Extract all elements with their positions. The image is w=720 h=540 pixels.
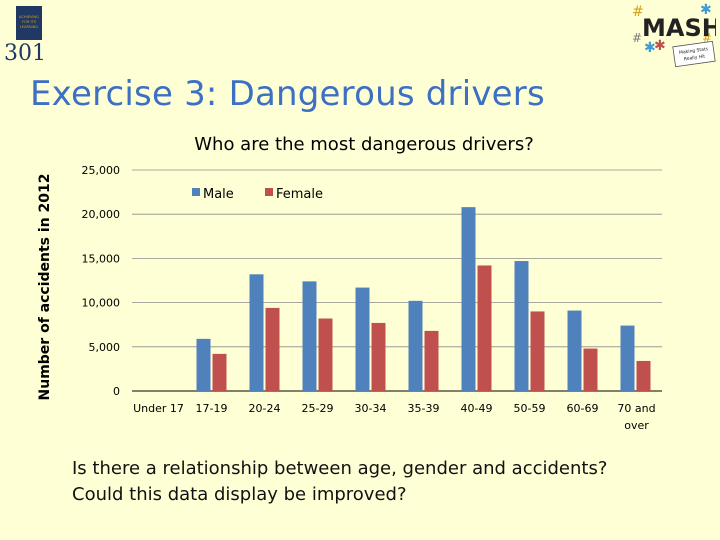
legend-swatch-male (192, 188, 200, 196)
x-axis-ticks: Under 17 17-19 20-24 25-29 30-34 35-39 40-49 50… (133, 402, 656, 432)
logo-small-1: Making Stats (679, 46, 709, 56)
logo-text-1: ACHIEVING (19, 15, 39, 19)
x-tick-label: 17-19 (196, 402, 228, 415)
logo-301: ACHIEVING FOR ITS LEARNING 301 (4, 6, 46, 66)
bar-male-60-69 (567, 310, 582, 391)
bar-female-30-34 (371, 322, 386, 391)
y-tick-label: 0 (113, 385, 120, 398)
y-tick-label: 25,000 (82, 164, 121, 177)
bar-female-20-24 (265, 307, 280, 391)
question-relationship: Is there a relationship between age, gen… (72, 458, 608, 479)
logo-small-2: Really Hit (684, 53, 706, 62)
logo-badge (16, 6, 42, 40)
hash-icon-3: # (702, 31, 712, 45)
logo-number: 301 (4, 41, 46, 66)
bar-male-70-and-over (620, 325, 635, 391)
logo-text-2: FOR ITS (22, 20, 37, 24)
bar-female-70-and-over (636, 360, 651, 391)
bar-female-40-49 (477, 265, 492, 391)
y-axis-label: Number of accidents in 2012 (37, 174, 53, 401)
x-tick-label: 60-69 (567, 402, 599, 415)
bar-male-30-34 (355, 287, 370, 391)
y-tick-label: 5,000 (89, 341, 121, 354)
x-tick-label: 70 and over (617, 402, 655, 432)
logo-word: MASH (642, 14, 716, 42)
asterisk-icon-3: ✱ (644, 40, 656, 56)
x-tick-label: 30-34 (355, 402, 387, 415)
bar-female-25-29 (318, 318, 333, 391)
x-tick-label: Under 17 (133, 402, 184, 415)
hash-icon-2: # (632, 31, 642, 45)
y-axis-ticks: 0 5,000 10,000 15,000 20,000 25,000 (82, 164, 121, 398)
bar-male-50-59 (514, 261, 529, 391)
bars (196, 207, 651, 391)
bar-male-40-49 (461, 207, 476, 391)
bar-female-60-69 (583, 348, 598, 391)
logo-card (672, 40, 716, 68)
logo-mash: # ✱ # # MASH ✱ ✱ Making Stats Really Hit (632, 2, 716, 68)
x-tick-label: 35-39 (408, 402, 440, 415)
y-tick-label: 15,000 (82, 252, 121, 265)
chart-title: Who are the most dangerous drivers? (194, 134, 534, 155)
y-tick-label: 10,000 (82, 297, 121, 310)
bar-male-17-19 (196, 338, 211, 391)
bar-male-35-39 (408, 300, 423, 391)
legend-swatch-female (265, 188, 273, 196)
bar-male-25-29 (302, 281, 317, 391)
bar-female-35-39 (424, 330, 439, 391)
footer-questions: Is there a relationship between age, gen… (72, 456, 712, 508)
legend-label-female: Female (276, 187, 323, 202)
asterisk-icon-2: ✱ (654, 38, 666, 54)
hash-icon: # (632, 4, 644, 20)
legend-label-male: Male (203, 187, 234, 202)
legend: Male Female (192, 187, 323, 202)
logo-text-3: LEARNING (20, 25, 39, 29)
slide-title: Exercise 3: Dangerous drivers (30, 74, 545, 114)
x-tick-label: 20-24 (249, 402, 281, 415)
bar-female-50-59 (530, 311, 545, 391)
x-tick-label: 40-49 (461, 402, 493, 415)
x-tick-label: 50-59 (514, 402, 546, 415)
bar-male-20-24 (249, 274, 264, 391)
asterisk-icon: ✱ (700, 2, 712, 18)
question-improve: Could this data display be improved? (72, 484, 407, 505)
bar-female-17-19 (212, 353, 227, 391)
gridlines (132, 169, 662, 392)
x-tick-label: 25-29 (302, 402, 334, 415)
y-tick-label: 20,000 (82, 208, 121, 221)
